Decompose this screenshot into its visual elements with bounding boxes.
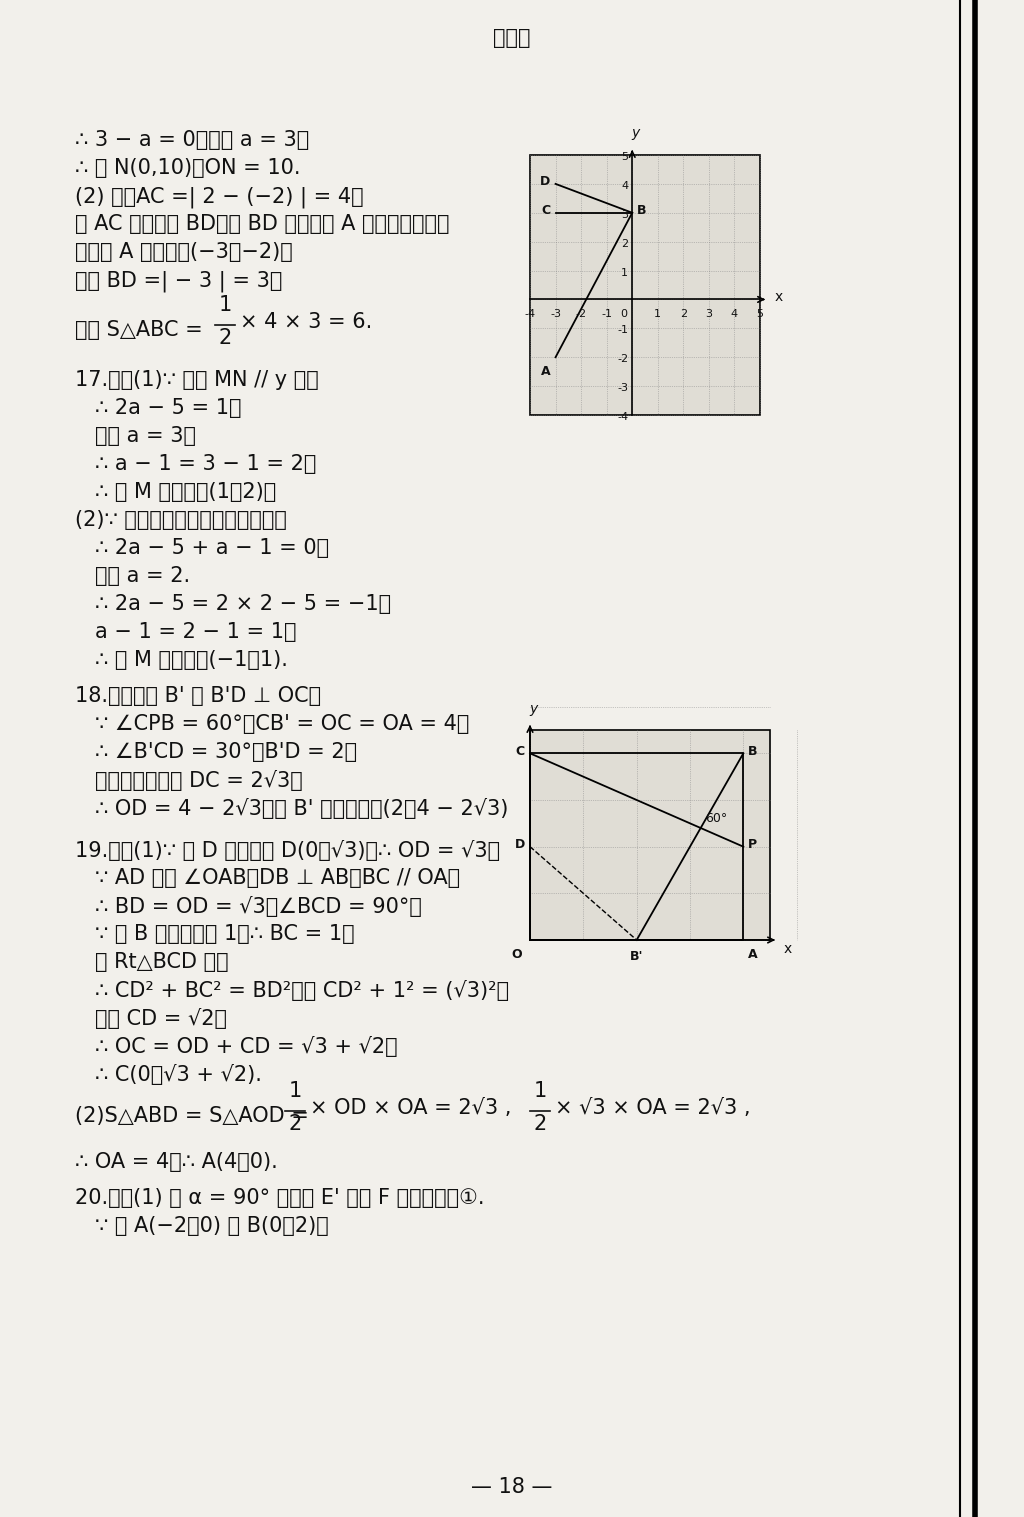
Text: C: C <box>516 745 525 758</box>
Text: 4: 4 <box>731 309 738 320</box>
Text: 根据勾股定理得 DC = 2√3，: 根据勾股定理得 DC = 2√3， <box>95 771 303 790</box>
Text: ∴ OD = 4 − 2√3，即 B' 点的坐标为(2，4 − 2√3): ∴ OD = 4 − 2√3，即 B' 点的坐标为(2，4 − 2√3) <box>95 798 508 819</box>
Text: 1: 1 <box>534 1082 547 1101</box>
Text: × OD × OA = 2√3 ,: × OD × OA = 2√3 , <box>310 1098 511 1118</box>
Text: 解得 a = 2.: 解得 a = 2. <box>95 566 190 586</box>
Text: P: P <box>749 839 758 851</box>
Text: O: O <box>511 948 522 960</box>
Text: 所以 S△ABC =: 所以 S△ABC = <box>75 320 203 340</box>
Text: 1: 1 <box>622 267 628 278</box>
Text: ∴ OA = 4，∴ A(4，0).: ∴ OA = 4，∴ A(4，0). <box>75 1151 278 1173</box>
Text: ∴ 3 − a = 0，解得 a = 3，: ∴ 3 − a = 0，解得 a = 3， <box>75 130 309 150</box>
Text: A: A <box>749 948 758 960</box>
Text: -3: -3 <box>617 384 628 393</box>
Text: (2)∵ 横坐标和纵坐标互为相反数，: (2)∵ 横坐标和纵坐标互为相反数， <box>75 510 287 529</box>
Text: × 4 × 3 = 6.: × 4 × 3 = 6. <box>240 313 373 332</box>
Text: 0: 0 <box>621 309 628 320</box>
Text: -4: -4 <box>617 413 628 422</box>
Text: ∴ 2a − 5 = 1，: ∴ 2a − 5 = 1， <box>95 397 242 419</box>
Text: A: A <box>541 366 551 378</box>
Text: ∴ 点 M 的坐标为(−1，1).: ∴ 点 M 的坐标为(−1，1). <box>95 649 288 671</box>
Text: -2: -2 <box>617 355 628 364</box>
Text: 5: 5 <box>757 309 764 320</box>
Text: 所以 BD =| − 3 | = 3，: 所以 BD =| − 3 | = 3， <box>75 270 283 291</box>
Text: 作 AC 边上的高 BD，而 BD 就等于点 A 到纵轴的距离，: 作 AC 边上的高 BD，而 BD 就等于点 A 到纵轴的距离， <box>75 214 450 234</box>
Text: ∵ AD 平分 ∠OAB，DB ⊥ AB，BC // OA，: ∵ AD 平分 ∠OAB，DB ⊥ AB，BC // OA， <box>95 868 460 887</box>
Text: 5: 5 <box>622 152 628 162</box>
Text: 17.解：(1)∵ 直线 MN // y 轴，: 17.解：(1)∵ 直线 MN // y 轴， <box>75 370 318 390</box>
Text: B: B <box>749 745 758 758</box>
Text: × √3 × OA = 2√3 ,: × √3 × OA = 2√3 , <box>555 1098 751 1118</box>
Text: -4: -4 <box>524 309 536 320</box>
Text: x: x <box>784 942 793 956</box>
Text: C: C <box>542 205 551 217</box>
Text: 2: 2 <box>218 328 231 347</box>
Text: 2: 2 <box>680 309 687 320</box>
Text: -1: -1 <box>601 309 612 320</box>
Text: 1: 1 <box>218 294 231 316</box>
Text: a − 1 = 2 − 1 = 1，: a − 1 = 2 − 1 = 1， <box>95 622 297 642</box>
Text: (2)S△ABD = S△AOD =: (2)S△ABD = S△AOD = <box>75 1106 309 1126</box>
Text: -2: -2 <box>575 309 587 320</box>
Text: 4: 4 <box>622 181 628 191</box>
Text: 2: 2 <box>622 238 628 249</box>
Text: 解得 CD = √2，: 解得 CD = √2， <box>95 1007 227 1029</box>
Text: D: D <box>515 839 525 851</box>
Text: y: y <box>528 702 538 716</box>
Text: 18.解：过点 B' 作 B'D ⊥ OC，: 18.解：过点 B' 作 B'D ⊥ OC， <box>75 686 322 705</box>
Text: -3: -3 <box>550 309 561 320</box>
Text: 2: 2 <box>289 1113 302 1135</box>
FancyBboxPatch shape <box>530 730 770 941</box>
Text: 3: 3 <box>706 309 713 320</box>
Text: ∴ BD = OD = √3，∠BCD = 90°，: ∴ BD = OD = √3，∠BCD = 90°， <box>95 897 422 916</box>
Text: 在 Rt△BCD 中，: 在 Rt△BCD 中， <box>95 953 228 972</box>
Text: B: B <box>637 205 647 217</box>
FancyBboxPatch shape <box>530 155 760 416</box>
Text: 60°: 60° <box>706 812 728 825</box>
Text: 1: 1 <box>289 1082 302 1101</box>
Text: — 18 —: — 18 — <box>471 1478 553 1497</box>
Text: x: x <box>775 290 783 305</box>
Text: (2) 解：AC =| 2 − (−2) | = 4，: (2) 解：AC =| 2 − (−2) | = 4， <box>75 187 364 208</box>
Text: 解得 a = 3，: 解得 a = 3， <box>95 426 196 446</box>
Text: 八年级: 八年级 <box>494 27 530 49</box>
Text: ∴ 2a − 5 + a − 1 = 0，: ∴ 2a − 5 + a − 1 = 0， <box>95 539 329 558</box>
Text: ∴ 点 N(0,10)，ON = 10.: ∴ 点 N(0,10)，ON = 10. <box>75 158 300 177</box>
Text: -1: -1 <box>617 325 628 335</box>
Text: 2: 2 <box>534 1113 547 1135</box>
Text: ∴ a − 1 = 3 − 1 = 2，: ∴ a − 1 = 3 − 1 = 2， <box>95 454 316 473</box>
Text: ∴ ∠B'CD = 30°，B'D = 2，: ∴ ∠B'CD = 30°，B'D = 2， <box>95 742 357 762</box>
Text: ∴ OC = OD + CD = √3 + √2，: ∴ OC = OD + CD = √3 + √2， <box>95 1036 397 1057</box>
Text: 1: 1 <box>654 309 662 320</box>
Text: D: D <box>541 176 551 188</box>
Text: 因为点 A 的坐标是(−3，−2)，: 因为点 A 的坐标是(−3，−2)， <box>75 243 293 262</box>
Text: ∵ 点 B 的横坐标为 1，∴ BC = 1，: ∵ 点 B 的横坐标为 1，∴ BC = 1， <box>95 924 354 944</box>
Text: 20.解：(1) 当 α = 90° 时，点 E' 与点 F 重合，如图①.: 20.解：(1) 当 α = 90° 时，点 E' 与点 F 重合，如图①. <box>75 1188 484 1208</box>
Text: ∵ ∠CPB = 60°，CB' = OC = OA = 4，: ∵ ∠CPB = 60°，CB' = OC = OA = 4， <box>95 715 469 734</box>
Text: y: y <box>631 126 639 140</box>
Text: ∴ C(0，√3 + √2).: ∴ C(0，√3 + √2). <box>95 1063 262 1085</box>
Text: ∴ CD² + BC² = BD²，即 CD² + 1² = (√3)²，: ∴ CD² + BC² = BD²，即 CD² + 1² = (√3)²， <box>95 980 509 1001</box>
Text: ∴ 点 M 的坐标为(1，2)；: ∴ 点 M 的坐标为(1，2)； <box>95 482 276 502</box>
Text: 3: 3 <box>622 209 628 220</box>
Text: ∴ 2a − 5 = 2 × 2 − 5 = −1，: ∴ 2a − 5 = 2 × 2 − 5 = −1， <box>95 595 391 614</box>
Text: ∵ 点 A(−2，0) 点 B(0，2)，: ∵ 点 A(−2，0) 点 B(0，2)， <box>95 1217 329 1236</box>
Text: B': B' <box>630 950 643 963</box>
Text: 19.解：(1)∵ 点 D 的坐标为 D(0，√3)，∴ OD = √3，: 19.解：(1)∵ 点 D 的坐标为 D(0，√3)，∴ OD = √3， <box>75 840 500 862</box>
